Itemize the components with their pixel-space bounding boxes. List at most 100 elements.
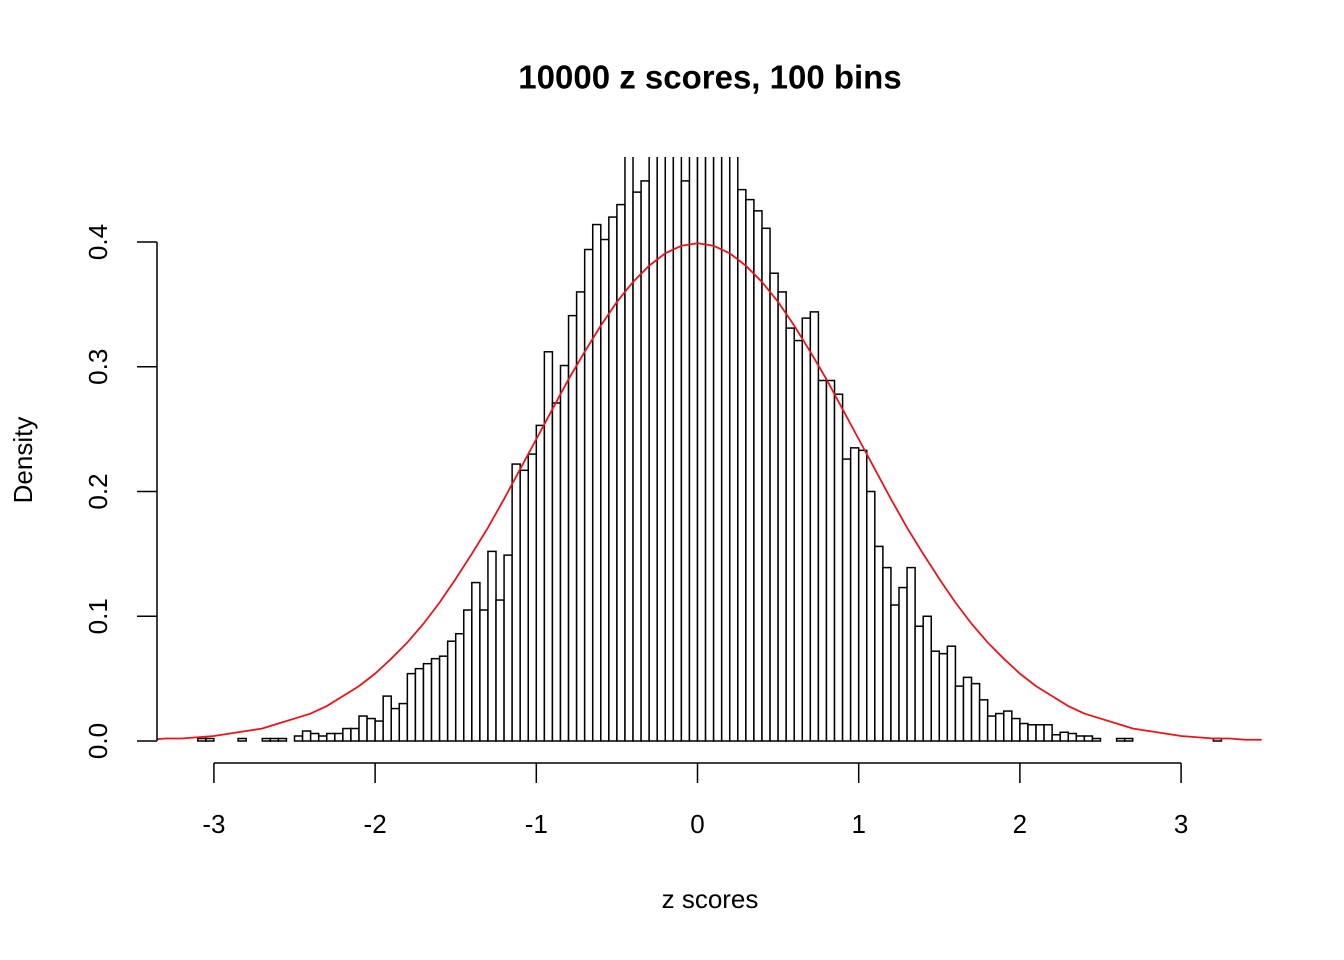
- x-tick-label: -1: [525, 809, 548, 839]
- bar: [487, 550, 497, 742]
- bar: [833, 393, 844, 742]
- bar: [616, 203, 626, 742]
- bar: [688, 157, 699, 742]
- bar: [1019, 722, 1029, 742]
- bar: [954, 685, 965, 742]
- bar: [366, 717, 376, 742]
- bar: [479, 609, 489, 742]
- bar: [640, 180, 650, 742]
- bar: [374, 720, 384, 742]
- bar: [1035, 724, 1045, 742]
- bar: [326, 732, 336, 742]
- y-tick-label: 0.4: [83, 224, 113, 260]
- x-tick-label: 2: [1013, 809, 1027, 839]
- bar: [382, 695, 392, 742]
- bar: [1083, 735, 1094, 742]
- bar: [511, 463, 521, 742]
- bar: [358, 715, 368, 742]
- bar: [422, 662, 433, 742]
- bar: [559, 364, 570, 742]
- bar: [753, 210, 763, 742]
- x-tick-label: -2: [364, 809, 387, 839]
- bar: [342, 727, 352, 742]
- bar: [317, 735, 328, 742]
- x-tick-label: -3: [202, 809, 225, 839]
- bar: [551, 402, 562, 742]
- bar: [1115, 737, 1126, 742]
- curve-group: [157, 242, 1262, 741]
- bar: [350, 727, 360, 742]
- bars: [197, 157, 1223, 742]
- bar: [277, 737, 288, 742]
- bar: [986, 715, 997, 742]
- x-tick-label: 0: [690, 809, 704, 839]
- bar: [446, 640, 457, 742]
- bar: [1051, 734, 1061, 742]
- bar: [962, 676, 973, 742]
- bar: [301, 730, 312, 742]
- bar: [1011, 717, 1021, 742]
- bar: [898, 586, 908, 742]
- bar: [737, 188, 747, 742]
- bar: [680, 180, 691, 742]
- bar: [696, 157, 707, 742]
- bar: [334, 732, 344, 742]
- bar: [648, 157, 658, 742]
- bar: [874, 545, 884, 742]
- bar: [712, 157, 723, 742]
- bar: [503, 554, 513, 742]
- bar: [978, 699, 989, 742]
- bar: [1123, 737, 1134, 742]
- bar: [608, 216, 618, 742]
- bar: [857, 449, 868, 742]
- bar: [1027, 724, 1037, 742]
- bar: [817, 379, 828, 742]
- bar: [825, 379, 836, 742]
- y-tick-label: 0.3: [83, 349, 113, 385]
- bar: [567, 314, 578, 742]
- bar: [785, 327, 795, 742]
- x-tick-label: 3: [1174, 809, 1188, 839]
- bar: [938, 652, 949, 742]
- x-axis-label: z scores: [662, 884, 759, 914]
- bar: [398, 702, 409, 742]
- bar: [672, 157, 683, 742]
- chart-title: 10000 z scores, 100 bins: [518, 59, 901, 96]
- bar: [1043, 724, 1053, 742]
- bar: [890, 604, 900, 742]
- bar: [406, 672, 417, 742]
- bar: [309, 732, 320, 742]
- bar: [591, 223, 602, 742]
- density-curve: [157, 242, 1262, 741]
- bar: [809, 311, 820, 742]
- bar: [761, 227, 771, 742]
- bar: [704, 157, 715, 742]
- y-tick-label: 0.1: [83, 598, 113, 634]
- y-tick-label: 0.0: [83, 723, 113, 759]
- bar: [583, 248, 594, 742]
- bar: [841, 458, 852, 742]
- bar: [728, 157, 739, 742]
- bar: [664, 157, 675, 742]
- bar: [237, 737, 247, 742]
- bar: [720, 157, 731, 742]
- bar: [197, 737, 207, 742]
- bar: [1059, 731, 1070, 742]
- bar: [261, 737, 272, 742]
- bar: [527, 453, 538, 742]
- bar: [922, 615, 932, 742]
- bar: [1091, 737, 1102, 742]
- bar: [293, 735, 304, 742]
- bar: [454, 632, 465, 742]
- bar: [1067, 732, 1078, 742]
- bar: [745, 198, 755, 742]
- bar: [269, 737, 280, 742]
- bar: [1003, 710, 1013, 742]
- bar: [535, 424, 546, 742]
- bar: [849, 447, 860, 742]
- y-tick-label: 0.2: [83, 473, 113, 509]
- bar: [777, 291, 787, 742]
- bar: [930, 650, 941, 742]
- bar: [656, 157, 667, 742]
